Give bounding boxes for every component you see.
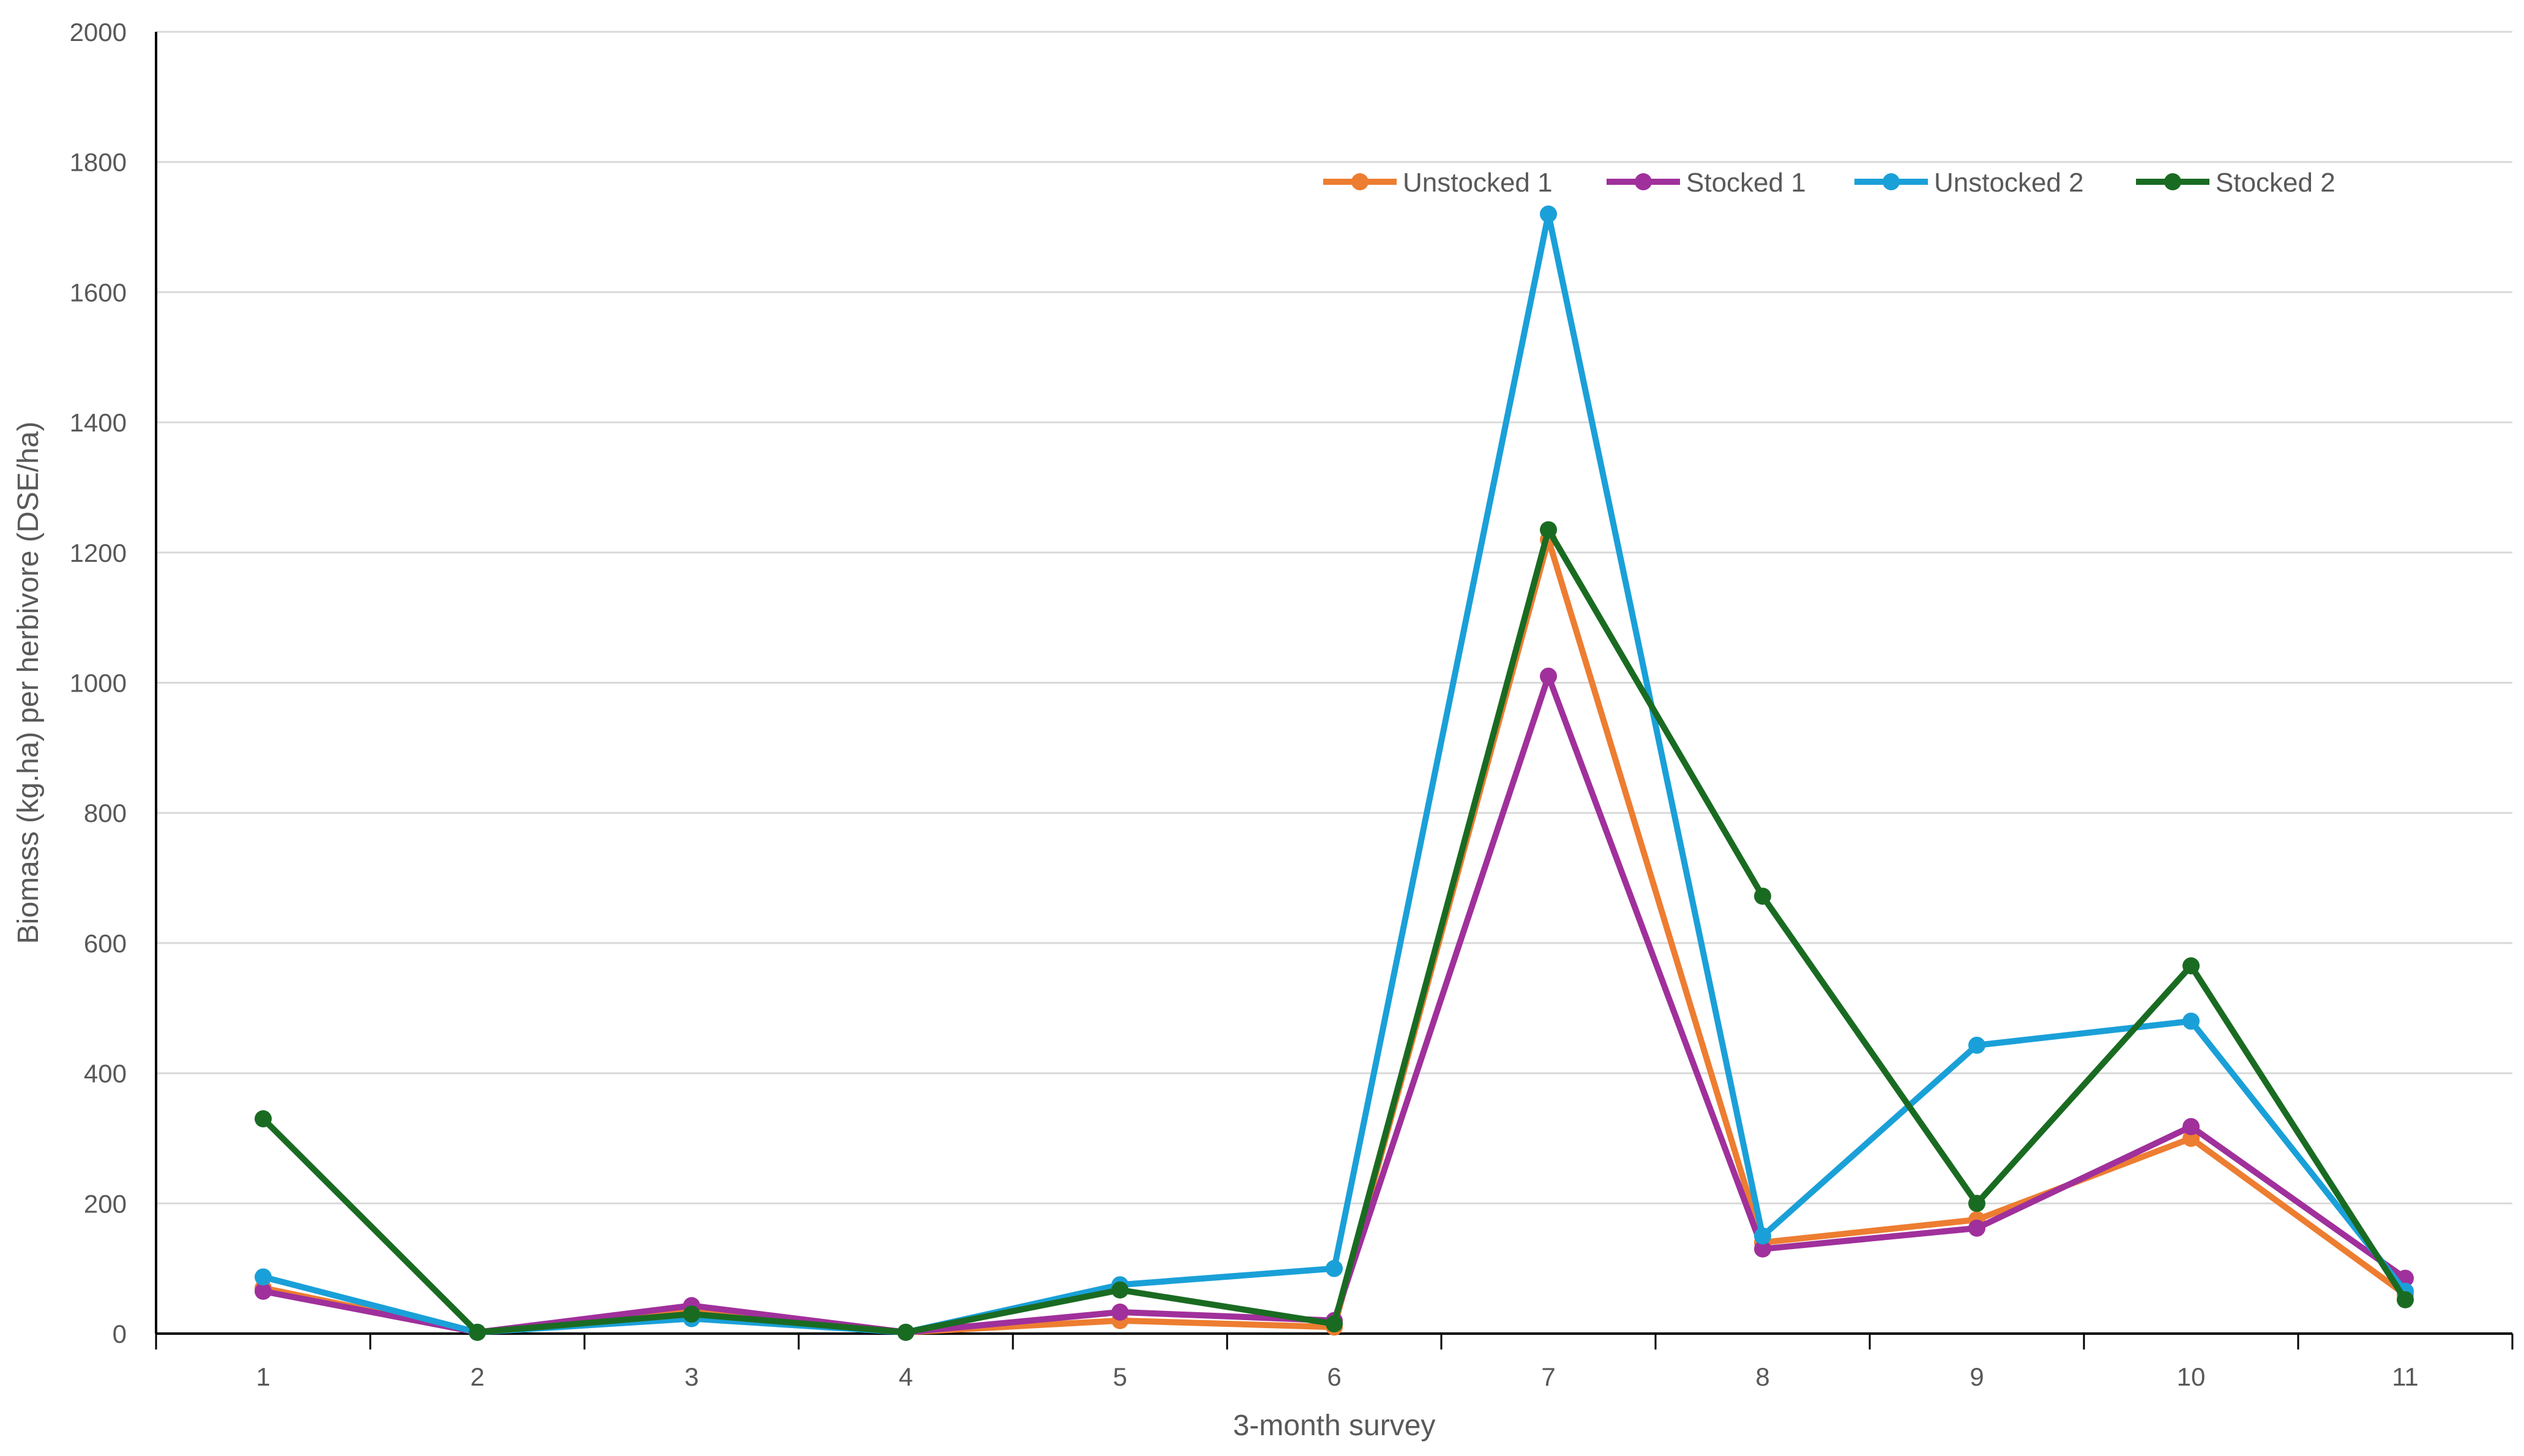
x-tick-label: 6 <box>1327 1362 1341 1391</box>
data-point <box>1326 1260 1343 1277</box>
series-stocked-2 <box>255 521 2414 1341</box>
data-point <box>255 1282 272 1300</box>
legend-entry: Unstocked 1 <box>1323 168 1553 198</box>
x-tick-label: 5 <box>1113 1362 1127 1391</box>
data-point <box>2182 1129 2200 1147</box>
x-tick-label: 10 <box>2177 1362 2206 1391</box>
y-tick-label: 1800 <box>70 148 127 177</box>
data-point <box>1968 1219 1985 1237</box>
series-line <box>260 536 2408 1335</box>
data-point <box>2182 1012 2200 1030</box>
x-tick-label: 2 <box>470 1362 484 1391</box>
data-point <box>1540 205 1557 223</box>
y-axis-label: Biomass (kg.ha) per herbivore (DSE/ha) <box>12 422 45 944</box>
legend-marker <box>1883 173 1900 190</box>
legend-entry: Stocked 2 <box>2136 168 2335 198</box>
y-tick-label: 1400 <box>70 408 127 437</box>
data-point <box>683 1305 700 1323</box>
y-tick-label: 1000 <box>70 669 127 698</box>
x-tick-labels: 1 2 3 4 5 6 7 8 9 10 11 <box>256 1362 2418 1391</box>
series-line <box>260 526 2408 1335</box>
data-point <box>2182 1118 2200 1135</box>
data-point <box>2182 957 2200 975</box>
legend-marker <box>1635 173 1652 190</box>
series-unstocked-1 <box>255 531 2414 1341</box>
data-point <box>469 1323 486 1341</box>
data-point <box>1111 1303 1129 1321</box>
series-line <box>260 673 2408 1335</box>
x-axis-label: 3-month survey <box>1233 1409 1436 1442</box>
series-stocked-1 <box>255 667 2414 1341</box>
legend-label: Unstocked 2 <box>1934 168 2084 198</box>
data-point <box>255 1110 272 1128</box>
x-tick-label: 7 <box>1541 1362 1555 1391</box>
legend-label: Stocked 2 <box>2216 168 2335 198</box>
legend-label: Unstocked 1 <box>1403 168 1553 198</box>
data-point <box>1111 1281 1129 1299</box>
x-tick-label: 1 <box>256 1362 270 1391</box>
x-tick-label: 8 <box>1755 1362 1769 1391</box>
data-point <box>2397 1291 2414 1309</box>
series-unstocked-2 <box>255 205 2414 1341</box>
gridlines <box>156 31 2512 1204</box>
legend: Unstocked 1 Stocked 1 Unstocked 2 Stocked 2 <box>1323 168 2335 198</box>
y-tick-labels: 0 200 400 600 800 1000 1200 1400 1600 1800 2000 <box>70 18 127 1348</box>
data-point <box>1326 1315 1343 1333</box>
data-point <box>1754 1227 1771 1245</box>
data-point <box>255 1268 272 1286</box>
y-tick-label: 1200 <box>70 539 127 567</box>
y-tick-label: 600 <box>84 929 127 958</box>
legend-marker <box>1351 173 1368 190</box>
y-tick-label: 200 <box>84 1189 127 1218</box>
data-point <box>1968 1195 1985 1212</box>
y-tick-label: 2000 <box>70 18 127 47</box>
series-group <box>255 205 2414 1341</box>
legend-label: Stocked 1 <box>1686 168 1806 198</box>
y-tick-label: 800 <box>84 799 127 827</box>
y-tick-label: 1600 <box>70 278 127 307</box>
y-tick-label: 400 <box>84 1059 127 1088</box>
legend-entry: Stocked 1 <box>1607 168 1806 198</box>
x-tick-label: 9 <box>1970 1362 1984 1391</box>
x-tick-label: 4 <box>898 1362 913 1391</box>
y-tick-label: 0 <box>113 1320 127 1348</box>
data-point <box>897 1323 914 1341</box>
data-point <box>1540 521 1557 539</box>
x-tick-label: 3 <box>684 1362 698 1391</box>
data-point <box>1754 1240 1771 1258</box>
series-line <box>260 211 2408 1335</box>
data-point <box>1540 667 1557 685</box>
data-point <box>1968 1036 1985 1054</box>
data-point <box>1754 887 1771 905</box>
x-tick-label: 11 <box>2392 1362 2419 1391</box>
legend-entry: Unstocked 2 <box>1854 168 2084 198</box>
legend-marker <box>2164 173 2181 190</box>
